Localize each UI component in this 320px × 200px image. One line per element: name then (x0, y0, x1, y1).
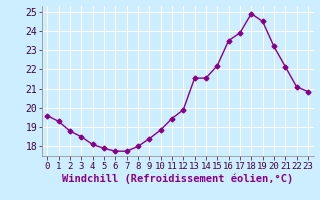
X-axis label: Windchill (Refroidissement éolien,°C): Windchill (Refroidissement éolien,°C) (62, 173, 293, 184)
